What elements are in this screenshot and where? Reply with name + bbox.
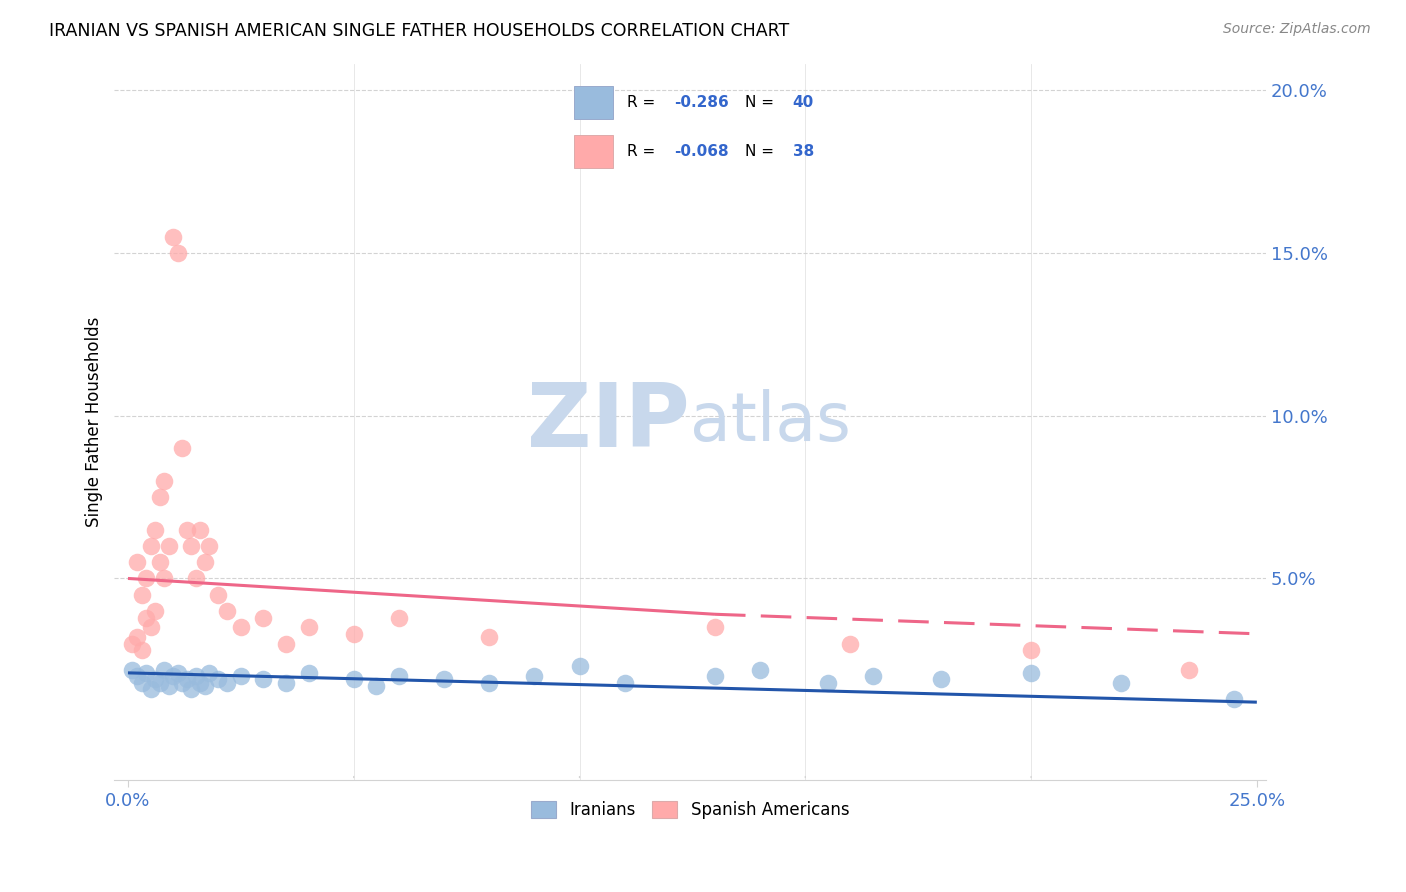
Point [1178,663,1201,677]
Point [229,669,252,683]
Point [121,663,143,677]
Point [166,246,188,260]
Point [478,630,501,644]
Point [198,665,221,680]
Point [217,675,239,690]
Point [568,659,591,673]
Point [274,636,297,650]
Text: IRANIAN VS SPANISH AMERICAN SINGLE FATHER HOUSEHOLDS CORRELATION CHART: IRANIAN VS SPANISH AMERICAN SINGLE FATHE… [49,22,789,40]
Point [252,673,274,687]
Point [121,636,143,650]
Point [125,555,148,569]
Point [135,665,157,680]
Text: -0.286: -0.286 [675,95,730,110]
Point [343,627,366,641]
Point [176,673,198,687]
Point [188,675,211,690]
Point [929,673,952,687]
Text: R =: R = [627,145,661,160]
Point [131,588,153,602]
Point [157,679,180,693]
Point [1019,643,1042,657]
Point [131,643,153,657]
Point [704,669,727,683]
Point [148,555,170,569]
Point [184,571,207,585]
Point [343,673,366,687]
Point [388,669,411,683]
Point [817,675,839,690]
Point [162,229,184,244]
Text: N =: N = [745,145,779,160]
Point [153,571,176,585]
Point [229,620,252,634]
Point [176,523,198,537]
Point [478,675,501,690]
Point [153,663,176,677]
Point [172,441,194,455]
Point [1019,665,1042,680]
Text: -0.068: -0.068 [675,145,730,160]
Point [207,673,229,687]
FancyBboxPatch shape [574,136,613,168]
Point [749,663,772,677]
Y-axis label: Single Father Households: Single Father Households [86,317,103,527]
Point [194,679,217,693]
Point [139,539,162,553]
Point [135,610,157,624]
Point [217,604,239,618]
Point [166,665,188,680]
Point [433,673,456,687]
Text: ZIP: ZIP [527,379,690,466]
Point [1111,675,1133,690]
Point [184,669,207,683]
Text: 40: 40 [793,95,814,110]
Point [839,636,862,650]
Point [125,630,148,644]
Point [188,523,211,537]
Point [704,620,727,634]
Point [297,665,319,680]
Text: 38: 38 [793,145,814,160]
Point [162,669,184,683]
Point [143,604,166,618]
Point [613,675,636,690]
Point [1223,692,1246,706]
Point [125,669,148,683]
Legend: Iranians, Spanish Americans: Iranians, Spanish Americans [524,794,856,826]
Point [523,669,546,683]
Point [143,673,166,687]
Point [131,675,153,690]
Text: N =: N = [745,95,779,110]
Point [388,610,411,624]
Text: Source: ZipAtlas.com: Source: ZipAtlas.com [1223,22,1371,37]
Point [139,682,162,697]
Text: atlas: atlas [690,389,851,455]
Point [252,610,274,624]
Point [157,539,180,553]
Point [148,490,170,504]
Text: R =: R = [627,95,661,110]
Point [180,539,202,553]
Point [180,682,202,697]
FancyBboxPatch shape [574,87,613,119]
Point [172,675,194,690]
Point [139,620,162,634]
Point [194,555,217,569]
Point [143,523,166,537]
Point [297,620,319,634]
Point [135,571,157,585]
Point [148,675,170,690]
Point [862,669,884,683]
Point [274,675,297,690]
Point [366,679,388,693]
Point [198,539,221,553]
Point [207,588,229,602]
Point [153,474,176,488]
